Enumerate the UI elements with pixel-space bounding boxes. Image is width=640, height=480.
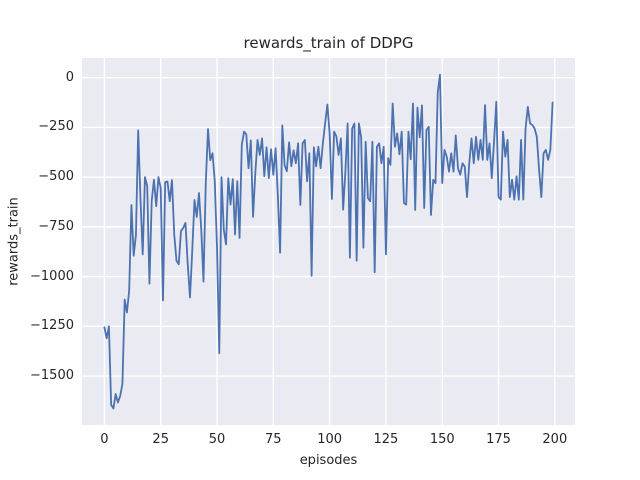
chart-title: rewards_train of DDPG xyxy=(243,34,414,52)
y-tick-label: −500 xyxy=(38,169,74,185)
x-tick-label: 125 xyxy=(373,432,399,447)
y-tick-label: −250 xyxy=(38,119,74,135)
y-tick-label: −1250 xyxy=(30,318,74,334)
x-tick-label: 100 xyxy=(317,432,343,447)
x-tick-label: 200 xyxy=(542,432,568,447)
x-tick-label: 0 xyxy=(100,432,109,447)
y-tick-label: 0 xyxy=(65,69,74,85)
x-tick-label: 150 xyxy=(429,432,455,447)
x-tick-label: 175 xyxy=(486,432,511,447)
x-axis-label: episodes xyxy=(299,453,358,468)
y-tick-label: −1500 xyxy=(30,368,74,384)
y-tick-label: −750 xyxy=(38,218,74,234)
y-tick-label: −1000 xyxy=(30,268,74,284)
x-tick-label: 25 xyxy=(152,432,169,447)
x-tick-label: 50 xyxy=(208,432,226,447)
rewards-train-line xyxy=(103,73,554,410)
x-tick-label: 75 xyxy=(265,432,282,447)
